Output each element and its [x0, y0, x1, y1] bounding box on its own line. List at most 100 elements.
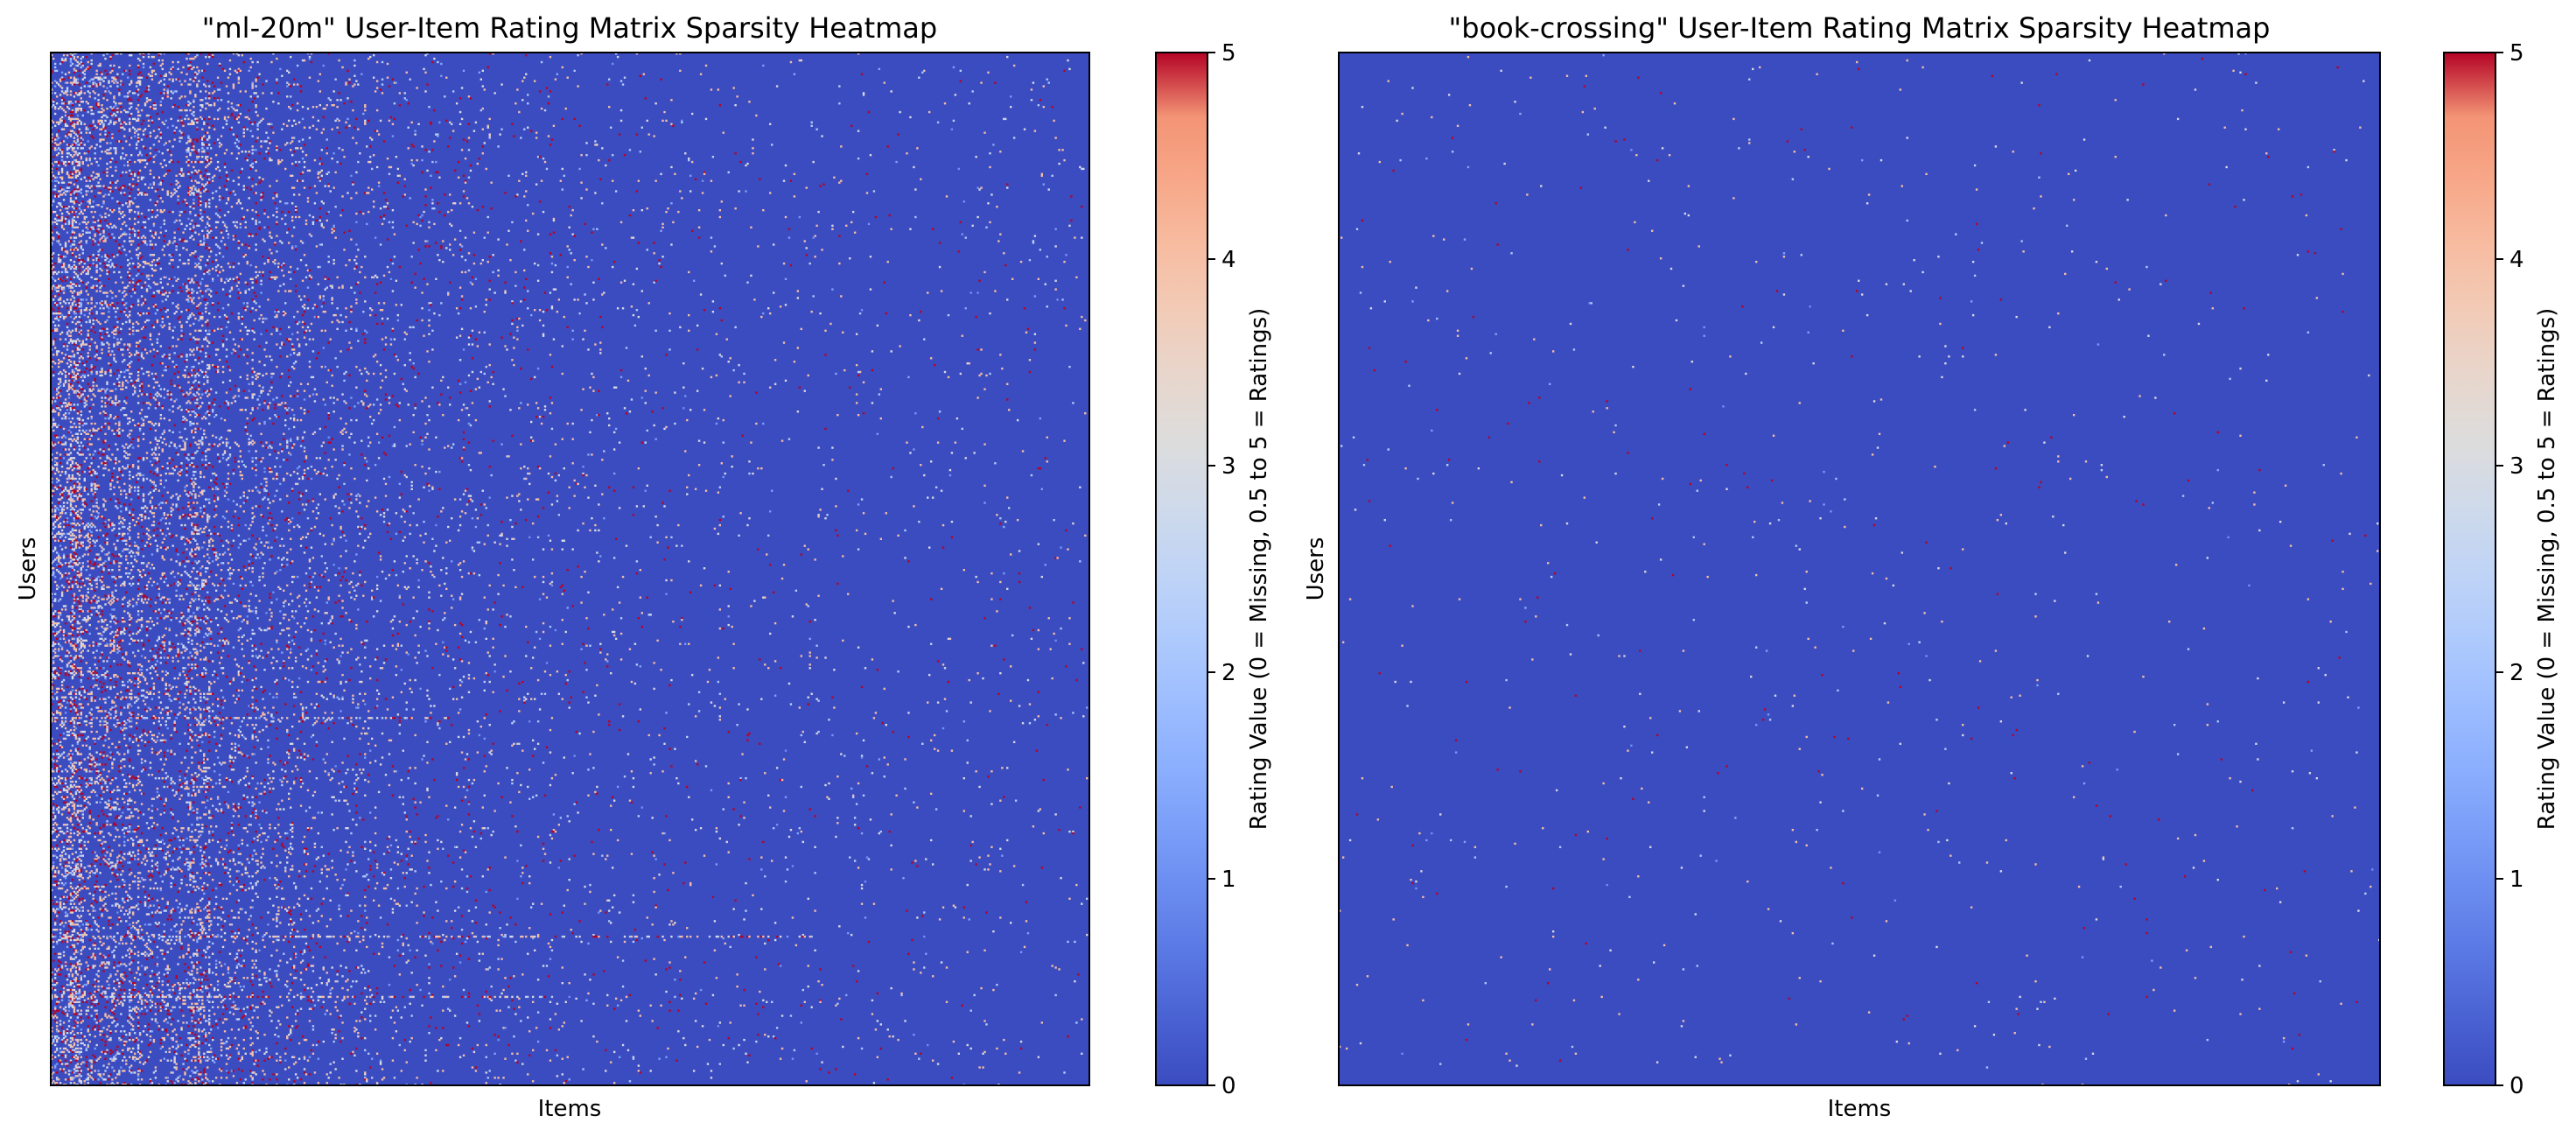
- heatmap-cell: [161, 165, 164, 169]
- heatmap-cell: [241, 207, 243, 210]
- heatmap-cell: [288, 83, 290, 86]
- heatmap-cell: [129, 69, 131, 73]
- heatmap-cell: [239, 104, 242, 107]
- heatmap-cell: [403, 193, 406, 196]
- heatmap-cell: [200, 160, 202, 164]
- heatmap-cell: [74, 151, 78, 153]
- heatmap-cell: [83, 208, 86, 212]
- heatmap-cell: [458, 334, 462, 337]
- heatmap-cell: [213, 102, 216, 105]
- heatmap-cell: [163, 307, 165, 310]
- heatmap-cell: [205, 204, 207, 207]
- heatmap-cell: [211, 267, 214, 270]
- heatmap-cell: [97, 243, 100, 246]
- heatmap-cell: [71, 222, 74, 226]
- heatmap-cell: [540, 107, 543, 110]
- heatmap-cell: [566, 76, 569, 79]
- heatmap-cell: [471, 343, 474, 346]
- heatmap-cell: [76, 154, 80, 157]
- heatmap-cell: [186, 73, 188, 75]
- heatmap-cell: [322, 107, 325, 110]
- heatmap-cell: [391, 290, 395, 292]
- heatmap-cell: [173, 131, 176, 134]
- heatmap-cell: [71, 117, 74, 121]
- heatmap-cell: [182, 174, 185, 177]
- heatmap-cell: [1046, 305, 1048, 308]
- heatmap-cell: [419, 262, 422, 265]
- heatmap-cell: [122, 126, 124, 129]
- heatmap-cell: [345, 81, 347, 84]
- heatmap-cell: [598, 158, 600, 162]
- heatmap-cell: [136, 359, 140, 361]
- heatmap-cell: [60, 226, 64, 228]
- heatmap-cell: [99, 333, 102, 335]
- heatmap-cell: [460, 87, 464, 89]
- heatmap-cell: [364, 123, 367, 125]
- heatmap-cell: [214, 212, 218, 215]
- heatmap-cell: [55, 304, 59, 306]
- heatmap-cell: [152, 231, 156, 234]
- heatmap-cell: [135, 142, 138, 144]
- heatmap-cell: [298, 140, 301, 143]
- heatmap-cell: [203, 69, 206, 73]
- heatmap-cell: [241, 243, 243, 246]
- heatmap-cell: [676, 53, 678, 55]
- heatmap-cell: [428, 226, 430, 228]
- heatmap-cell: [739, 160, 742, 164]
- heatmap-cell: [55, 354, 59, 356]
- heatmap-cell: [104, 133, 107, 136]
- heatmap-cell: [451, 224, 453, 228]
- heatmap-cell: [76, 259, 80, 262]
- heatmap-cell: [102, 231, 105, 234]
- heatmap-cell: [129, 144, 131, 146]
- heatmap-cell: [147, 277, 150, 280]
- heatmap-cell: [608, 78, 611, 81]
- heatmap-cell: [208, 53, 211, 57]
- heatmap-cell: [154, 204, 158, 207]
- heatmap-cell: [304, 219, 308, 222]
- heatmap-cell: [288, 340, 290, 342]
- heatmap-cell: [201, 142, 204, 144]
- heatmap-cell: [163, 235, 165, 237]
- heatmap-cell: [127, 76, 130, 79]
- heatmap-cell: [223, 222, 227, 226]
- heatmap-cell: [192, 281, 195, 284]
- heatmap-cell: [210, 250, 213, 253]
- heatmap-cell: [99, 145, 102, 148]
- heatmap-cell: [971, 90, 974, 93]
- heatmap-cell: [130, 208, 133, 212]
- heatmap-cell: [838, 85, 841, 88]
- heatmap-cell: [483, 236, 486, 239]
- heatmap-cell: [52, 138, 55, 141]
- heatmap-cell: [216, 214, 220, 217]
- heatmap-cell: [178, 171, 181, 174]
- heatmap-cell: [129, 130, 131, 132]
- heatmap-cell: [189, 176, 192, 179]
- heatmap-cell: [189, 222, 192, 226]
- heatmap-cell: [83, 85, 86, 88]
- heatmap-cell: [241, 338, 243, 340]
- heatmap-cell: [172, 361, 174, 363]
- heatmap-cell: [101, 338, 103, 340]
- heatmap-cell: [228, 59, 232, 62]
- heatmap-cell: [66, 171, 69, 174]
- heatmap-cell: [1081, 315, 1083, 319]
- heatmap-cell: [194, 222, 197, 226]
- heatmap-cell: [102, 128, 105, 130]
- heatmap-cell: [53, 124, 57, 127]
- heatmap-cell: [225, 188, 228, 191]
- heatmap-cell: [60, 76, 64, 79]
- heatmap-cell: [66, 81, 69, 84]
- heatmap-cell: [232, 133, 235, 136]
- heatmap-cell: [57, 152, 60, 155]
- heatmap-cell: [216, 348, 220, 351]
- heatmap-cell: [113, 97, 116, 100]
- heatmap-cell: [382, 140, 386, 143]
- heatmap-cell: [150, 107, 154, 110]
- heatmap-cell: [192, 99, 195, 102]
- heatmap-cell: [362, 212, 365, 215]
- heatmap-cell: [452, 254, 455, 256]
- heatmap-cell: [523, 249, 526, 251]
- heatmap-cell: [428, 319, 430, 322]
- heatmap-cell: [251, 162, 254, 165]
